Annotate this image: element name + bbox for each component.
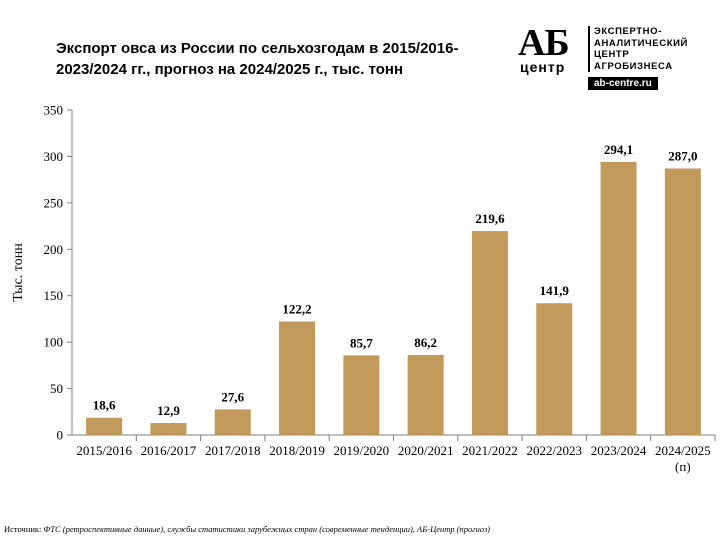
bar-2024-2025 xyxy=(664,168,701,435)
bar-2018-2019 xyxy=(279,321,316,435)
data-label: 18,6 xyxy=(93,398,116,413)
x-tick-note: (п) xyxy=(675,459,691,474)
data-label: 219,6 xyxy=(475,211,505,226)
data-label: 86,2 xyxy=(414,335,437,350)
y-tick-label: 350 xyxy=(44,103,64,118)
x-tick-label: 2016/2017 xyxy=(141,443,197,458)
y-axis-title: Тыс. тонн xyxy=(11,243,26,302)
logo-url: ab-centre.ru xyxy=(588,77,658,90)
x-tick-label: 2024/2025 xyxy=(655,443,711,458)
x-tick-label: 2020/2021 xyxy=(398,443,454,458)
y-tick-label: 300 xyxy=(44,149,64,164)
x-tick-label: 2019/2020 xyxy=(334,443,390,458)
y-tick-label: 200 xyxy=(44,242,64,257)
y-tick-label: 0 xyxy=(57,428,64,443)
chart-title-line1: Экспорт овса из России по сельхозгодам в… xyxy=(56,40,459,57)
ab-centre-logo: АБ центр ЭКСПЕРТНО- АНАЛИТИЧЕСКИЙ ЦЕНТР … xyxy=(518,24,708,90)
bar-2016-2017 xyxy=(150,423,187,435)
logo-text: ЭКСПЕРТНО- АНАЛИТИЧЕСКИЙ ЦЕНТР АГРОБИЗНЕ… xyxy=(594,26,688,72)
logo-mark: АБ xyxy=(518,22,570,64)
data-label: 287,0 xyxy=(668,149,697,164)
x-tick-label: 2021/2022 xyxy=(462,443,518,458)
data-label: 294,1 xyxy=(604,142,633,157)
chart-title: Экспорт овса из России по сельхозгодам в… xyxy=(56,38,496,80)
bar-2017-2018 xyxy=(214,409,251,435)
bar-2023-2024 xyxy=(600,161,637,435)
x-tick-label: 2023/2024 xyxy=(591,443,647,458)
source-prefix: Источник: xyxy=(4,524,44,534)
chart-title-line2: 2023/2024 гг., прогноз на 2024/2025 г., … xyxy=(56,61,404,78)
source-note: Источник: ФТС (ретроспективные данные), … xyxy=(4,524,490,534)
x-tick-label: 2015/2016 xyxy=(76,443,132,458)
logo-line-2: АНАЛИТИЧЕСКИЙ xyxy=(594,37,688,49)
data-label: 141,9 xyxy=(540,283,570,298)
data-label: 27,6 xyxy=(221,389,244,404)
logo-line-3: ЦЕНТР xyxy=(594,49,630,60)
logo-center-word: центр xyxy=(520,59,566,75)
source-text: ФТС (ретроспективные данные), службы ста… xyxy=(43,524,491,534)
bar-2015-2016 xyxy=(86,417,123,435)
y-tick-label: 100 xyxy=(44,335,64,350)
x-tick-label: 2017/2018 xyxy=(205,443,261,458)
y-tick-label: 150 xyxy=(44,288,64,303)
bar-2022-2023 xyxy=(536,303,573,435)
data-label: 12,9 xyxy=(157,403,180,418)
x-tick-label: 2022/2023 xyxy=(526,443,582,458)
x-tick-label: 2018/2019 xyxy=(269,443,325,458)
y-tick-label: 50 xyxy=(50,381,63,396)
logo-line-1: ЭКСПЕРТНО- xyxy=(594,26,662,37)
data-label: 122,2 xyxy=(282,302,311,317)
data-label: 85,7 xyxy=(350,335,373,350)
bar-2020-2021 xyxy=(407,354,444,435)
bar-2021-2022 xyxy=(471,231,508,435)
logo-line-4: АГРОБИЗНЕСА xyxy=(594,60,673,72)
bar-2019-2020 xyxy=(343,355,380,435)
y-tick-label: 250 xyxy=(44,195,64,210)
logo-separator xyxy=(588,26,590,72)
